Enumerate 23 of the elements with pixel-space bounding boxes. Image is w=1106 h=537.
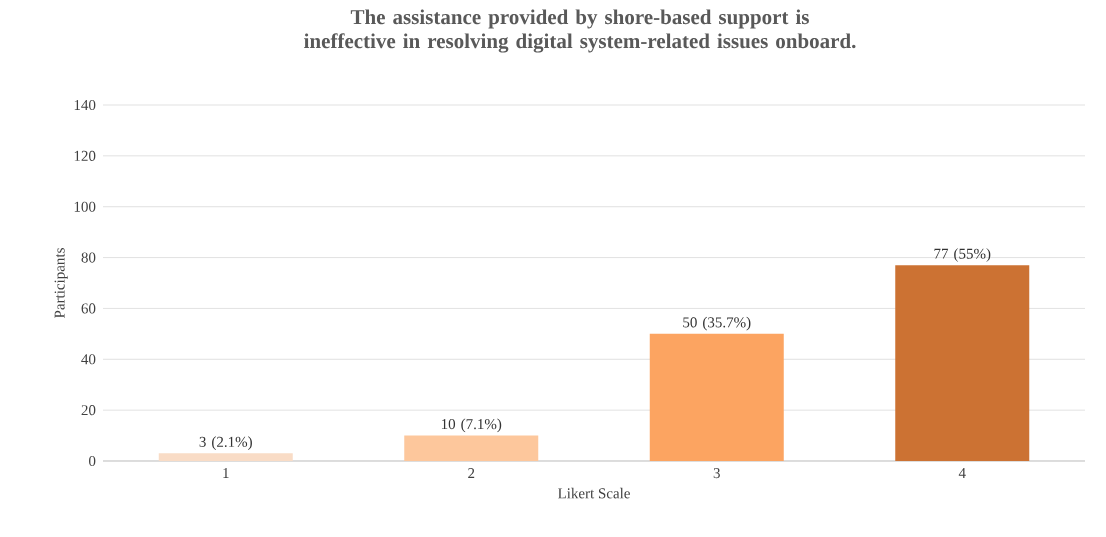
- x-tick-label: 2: [468, 468, 475, 478]
- data-label: 3 (2.1%): [199, 436, 252, 450]
- y-tick-label: 20: [81, 405, 96, 416]
- bar: [404, 435, 539, 461]
- bar: [895, 265, 1030, 461]
- y-tick-label: 120: [74, 150, 96, 161]
- x-axis-title: Likert Scale: [558, 487, 630, 499]
- data-label: 77 (55%): [934, 248, 991, 262]
- y-tick-label: 80: [81, 252, 96, 263]
- y-tick-label: 40: [81, 354, 96, 365]
- data-label: 50 (35.7%): [683, 316, 751, 331]
- y-tick-label: 60: [81, 303, 96, 314]
- x-tick-label: 3: [713, 468, 720, 479]
- x-tick-label: 1: [223, 468, 229, 478]
- y-tick-label: 100: [74, 201, 96, 212]
- data-label: 10 (7.1%): [441, 418, 502, 433]
- bar: [649, 333, 784, 461]
- y-tick-label: 140: [74, 99, 96, 111]
- bar: [158, 453, 293, 461]
- x-tick-label: 4: [958, 468, 966, 478]
- y-axis-title: Participants: [54, 248, 68, 318]
- y-tick-label: 0: [89, 455, 96, 467]
- chart-title: The assistance provided by shore-based support is ineffective in resolving digital system-related issues onboard.: [304, 9, 856, 53]
